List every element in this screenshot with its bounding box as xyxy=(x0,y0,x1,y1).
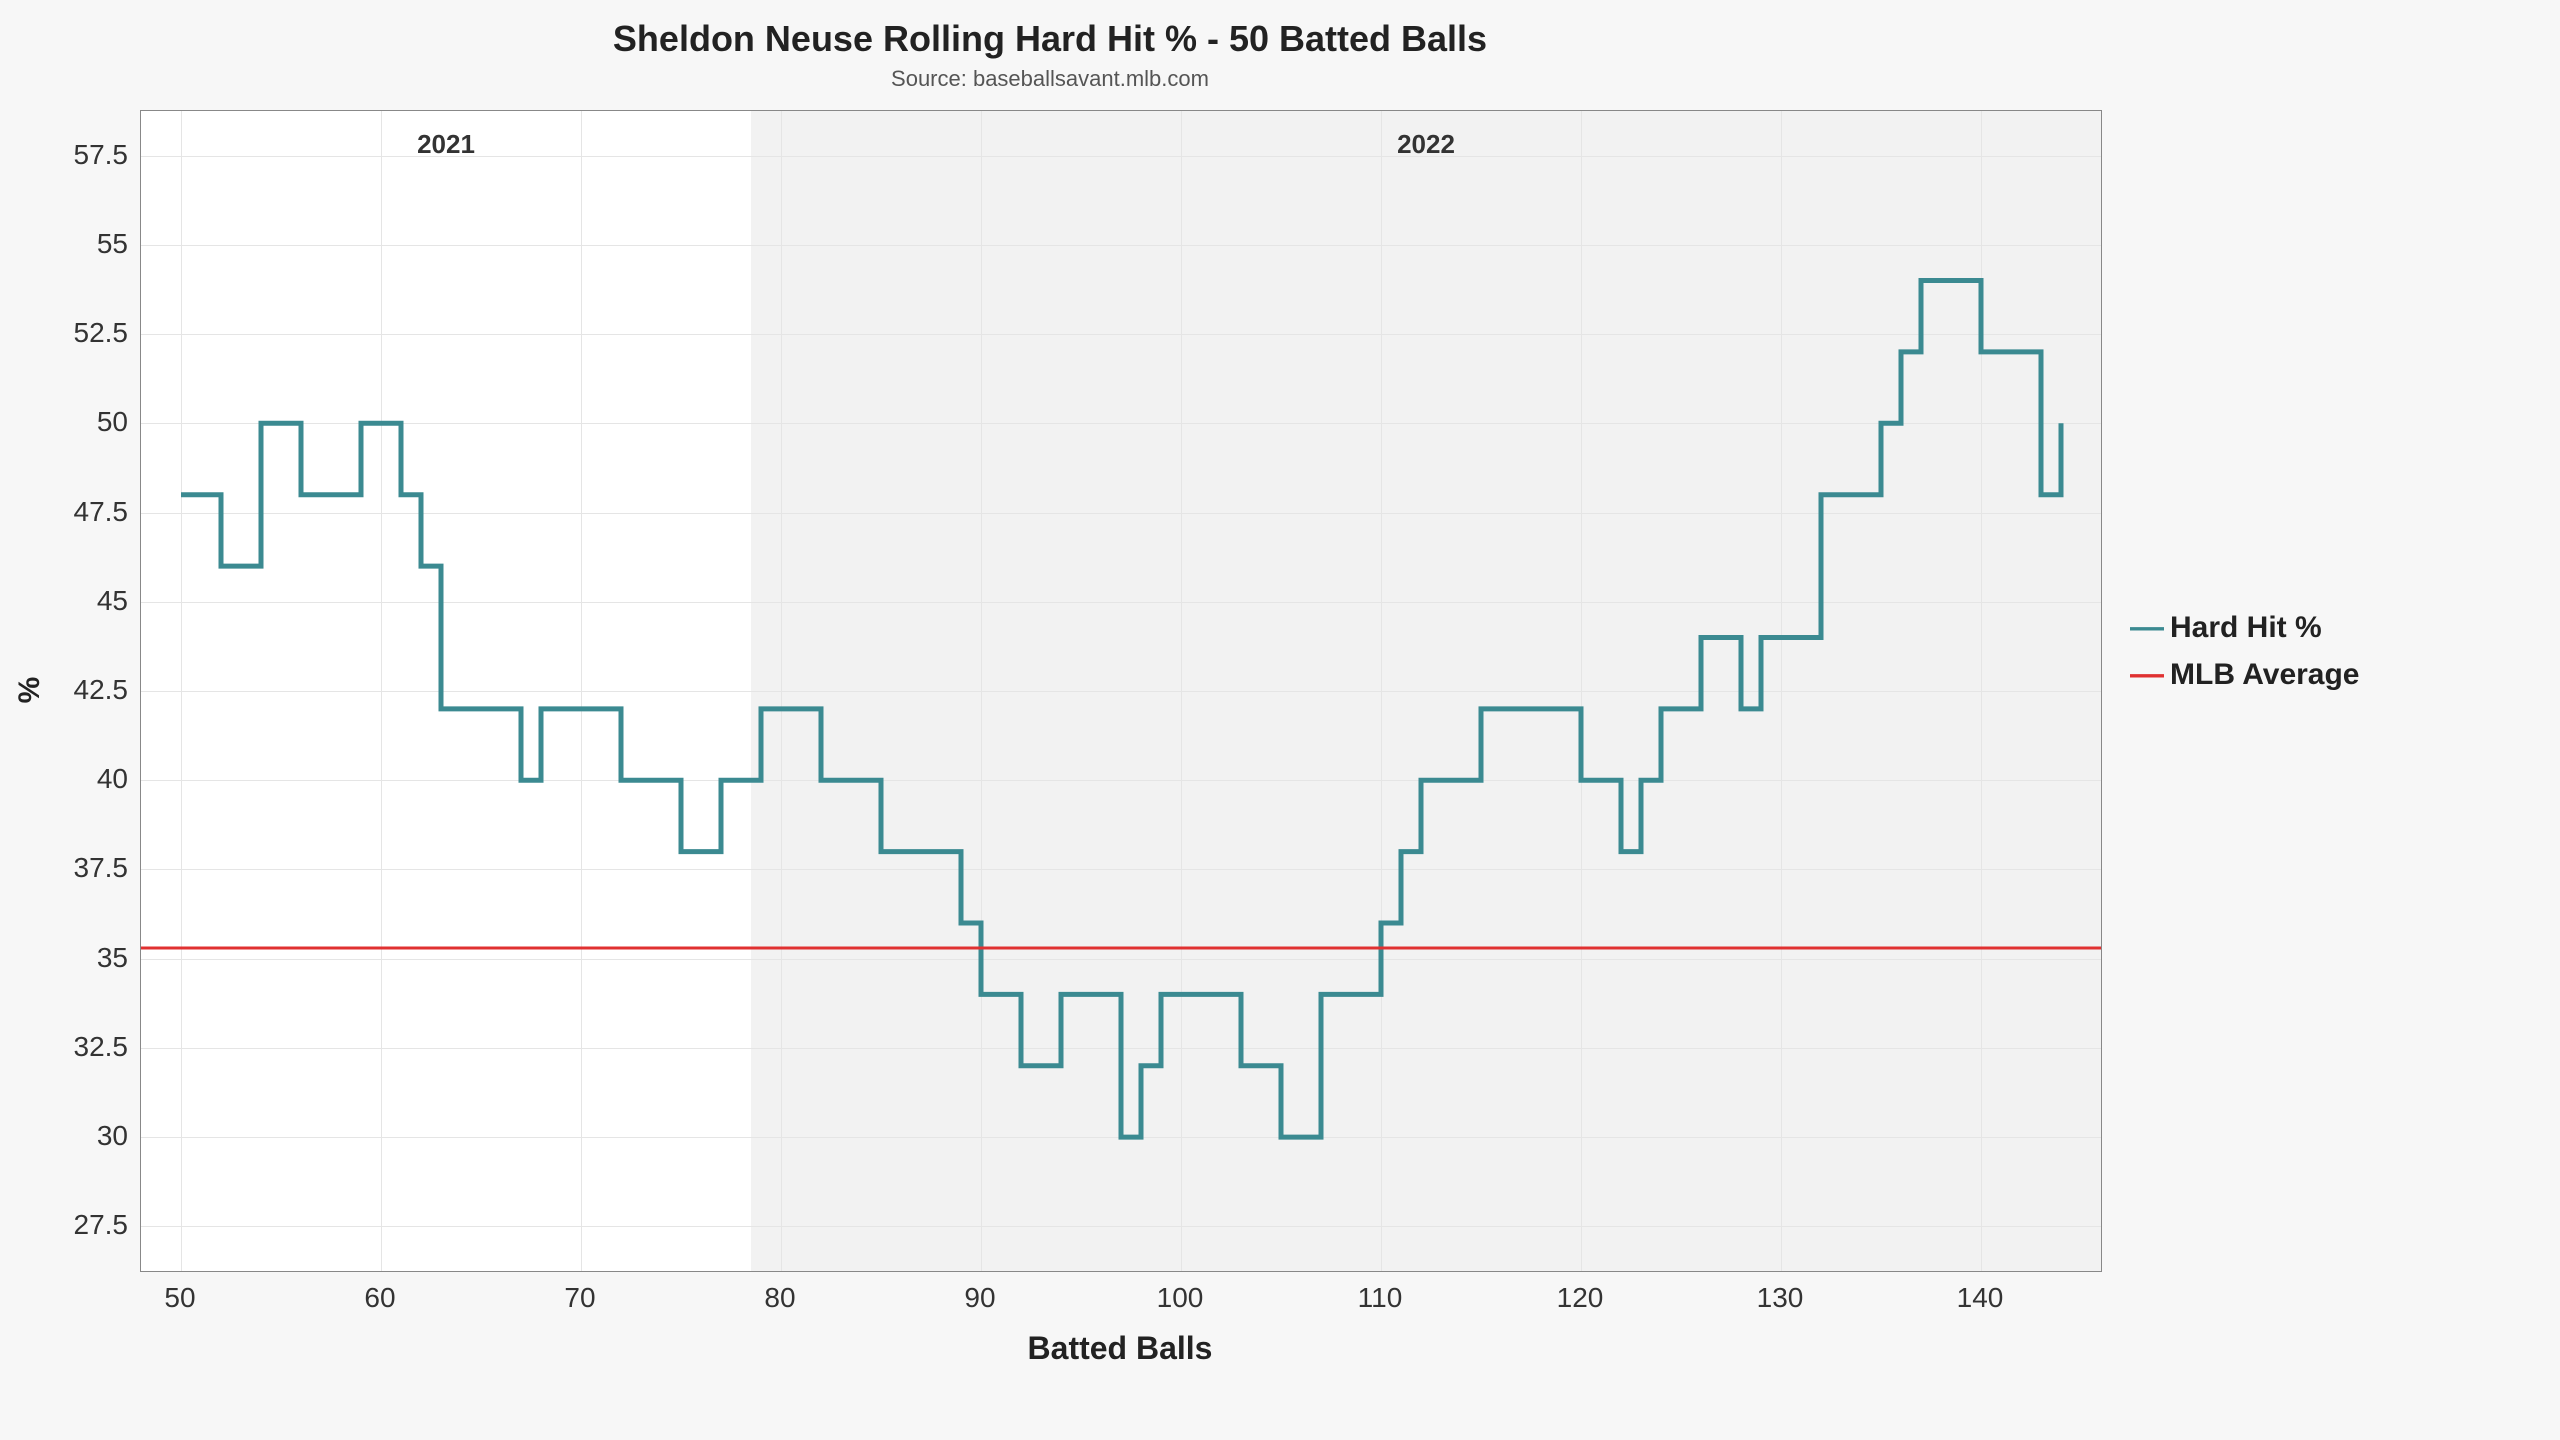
chart-svg xyxy=(141,111,2101,1271)
hard-hit-series xyxy=(181,281,2061,1138)
y-tick-label: 37.5 xyxy=(8,852,128,884)
y-tick-label: 40 xyxy=(8,763,128,795)
y-tick-label: 32.5 xyxy=(8,1031,128,1063)
y-tick-label: 30 xyxy=(8,1120,128,1152)
x-tick-label: 60 xyxy=(364,1282,395,1314)
legend-swatch: — xyxy=(2130,655,2164,694)
x-tick-label: 100 xyxy=(1157,1282,1204,1314)
y-tick-label: 52.5 xyxy=(8,317,128,349)
chart-title: Sheldon Neuse Rolling Hard Hit % - 50 Ba… xyxy=(0,18,2100,60)
x-tick-label: 90 xyxy=(964,1282,995,1314)
x-axis-label: Batted Balls xyxy=(0,1330,2240,1367)
y-tick-label: 42.5 xyxy=(8,674,128,706)
x-tick-label: 140 xyxy=(1957,1282,2004,1314)
legend-label: Hard Hit % xyxy=(2170,611,2322,645)
x-tick-label: 80 xyxy=(764,1282,795,1314)
y-tick-label: 47.5 xyxy=(8,496,128,528)
legend-label: MLB Average xyxy=(2170,658,2360,692)
chart-subtitle: Source: baseballsavant.mlb.com xyxy=(0,66,2100,92)
legend-item: — MLB Average xyxy=(2130,655,2360,694)
y-tick-label: 45 xyxy=(8,585,128,617)
x-tick-label: 70 xyxy=(564,1282,595,1314)
legend-item: — Hard Hit % xyxy=(2130,608,2360,647)
y-tick-label: 35 xyxy=(8,942,128,974)
x-tick-label: 50 xyxy=(164,1282,195,1314)
legend: — Hard Hit %— MLB Average xyxy=(2130,600,2360,702)
x-tick-label: 120 xyxy=(1557,1282,1604,1314)
legend-swatch: — xyxy=(2130,608,2164,647)
y-tick-label: 27.5 xyxy=(8,1209,128,1241)
y-tick-label: 55 xyxy=(8,228,128,260)
x-tick-label: 130 xyxy=(1757,1282,1804,1314)
plot-area: 20212022 xyxy=(140,110,2102,1272)
x-tick-label: 110 xyxy=(1358,1282,1403,1314)
y-tick-label: 50 xyxy=(8,406,128,438)
y-tick-label: 57.5 xyxy=(8,139,128,171)
